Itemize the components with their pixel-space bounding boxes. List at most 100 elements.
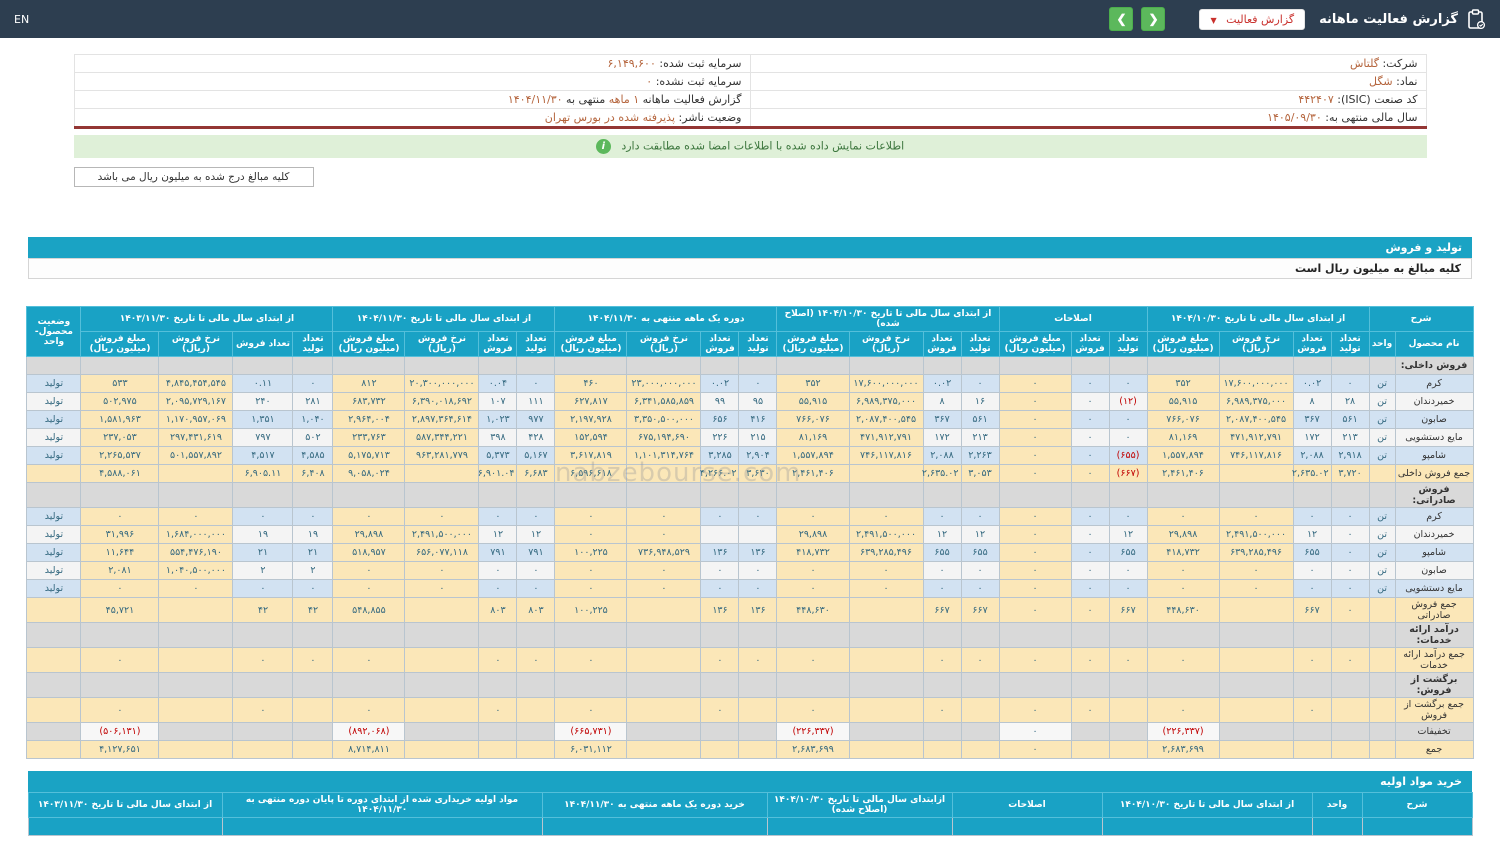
- table-cell: [1146, 482, 1220, 508]
- product-name-cell: مایع دستشویی: [1394, 579, 1474, 598]
- status-cell: تولید: [26, 507, 82, 526]
- table-cell: ۰: [158, 579, 234, 598]
- next-report-button[interactable]: ❯: [1141, 7, 1166, 31]
- column-header: مبلغ فروش (میلیون ریال): [554, 331, 628, 357]
- table-cell: ۶,۴۰۸: [292, 464, 334, 483]
- table-cell: (۶۶۵,۷۳۱): [554, 722, 628, 741]
- table-cell: ۴۵,۷۲۱: [80, 597, 160, 623]
- table-cell: [80, 356, 160, 375]
- table-cell: [738, 482, 778, 508]
- purchase-table: شرح واحد از ابتدای سال مالی تا تاریخ ۱۴۰۴/…: [27, 792, 1473, 836]
- company-info-table: شرکت: گلتاش سرمایه ثبت شده: ۶,۱۴۹,۶۰۰ نم…: [73, 54, 1427, 129]
- table-cell: [332, 622, 406, 648]
- table-cell: ۰: [478, 697, 518, 723]
- table-cell: [626, 356, 702, 375]
- unit-cell: [1368, 647, 1396, 673]
- fiscal-year-field: سال مالی منتهی به: ۱۴۰۵/۰۹/۳۰: [749, 108, 1427, 128]
- table-cell: ۰: [1146, 697, 1220, 723]
- table-row: تخفیفات (۲۲۶,۳۳۷) ۰ (۲۲۶,۳۳۷) (۶۶۵,۷۳۱) (۸۹۲,…: [26, 722, 1474, 741]
- table-cell: [738, 356, 778, 375]
- table-cell: [554, 356, 628, 375]
- table-cell: [332, 356, 406, 375]
- status-cell: تولید: [26, 446, 82, 465]
- table-cell: ۰: [1070, 697, 1110, 723]
- report-type-dropdown[interactable]: گزارش فعالیت ▼: [1199, 8, 1306, 30]
- table-cell: ۲,۰۸۷,۴۰۰,۵۴۵: [1218, 410, 1294, 429]
- table-cell: ۸,۷۱۴,۸۱۱: [332, 740, 406, 759]
- table-cell: ۰: [332, 579, 406, 598]
- table-cell: ۰: [554, 647, 628, 673]
- table-cell: ۰: [1070, 374, 1110, 393]
- table-cell: ۰: [516, 579, 556, 598]
- table-cell: [26, 356, 82, 375]
- table-cell: ۰: [1292, 697, 1332, 723]
- table-row: کرم تن ۰ ۰ ۰ ۰ ۰ ۰ ۰ ۰ ۰ ۰ ۰ ۰ ۰ ۰ ۰ ۰ ۰ ۰ ۰ ۰ ۰ ۰ ۰ تولید: [26, 507, 1474, 526]
- table-cell: ۴,۸۴۵,۴۵۴,۵۴۵: [158, 374, 234, 393]
- table-cell: [960, 672, 1000, 698]
- table-cell: ۱۷,۶۰۰,۰۰۰,۰۰۰: [1218, 374, 1294, 393]
- table-cell: ۰: [80, 507, 160, 526]
- table-cell: [700, 622, 740, 648]
- table-cell: ۶۶۷: [960, 597, 1000, 623]
- table-cell: [404, 722, 480, 741]
- table-cell: ۰: [292, 374, 334, 393]
- table-cell: ۲۹,۸۹۸: [1146, 525, 1220, 544]
- table-cell: ۱۰۷: [478, 392, 518, 411]
- table-cell: ۰: [80, 647, 160, 673]
- table-cell: [516, 356, 556, 375]
- table-cell: ۶,۶۸۳: [516, 464, 556, 483]
- table-cell: ۰: [1330, 579, 1370, 598]
- column-header: نرخ فروش (ریال): [1218, 331, 1294, 357]
- table-cell: [292, 697, 334, 723]
- table-cell: ۰: [1070, 597, 1110, 623]
- table-cell: ۱,۱۰۱,۳۱۴,۷۶۴: [626, 446, 702, 465]
- table-cell: [922, 740, 962, 759]
- table-cell: ۶,۰۳۱,۱۱۲: [554, 740, 628, 759]
- table-cell: ۰: [998, 428, 1072, 447]
- column-header: نرخ فروش (ریال): [848, 331, 924, 357]
- table-cell: [960, 740, 1000, 759]
- table-cell: ۰: [1330, 561, 1370, 580]
- prev-report-button[interactable]: ❮: [1109, 7, 1134, 31]
- column-header: نرخ فروش (ریال): [158, 331, 234, 357]
- table-row: جمع ۲,۶۸۳,۶۹۹ ۰ ۲,۶۸۳,۶۹۹ ۶,۰۳۱,۱۱۲ ۸,۷۱۴,۸۱۱…: [26, 740, 1474, 759]
- table-cell: [776, 356, 850, 375]
- isic-value: ۴۴۲۴۰۷: [1298, 93, 1334, 106]
- table-cell: ۰: [292, 647, 334, 673]
- table-cell: [292, 722, 334, 741]
- symbol-field: نماد: شگل: [749, 72, 1427, 91]
- table-cell: [848, 722, 924, 741]
- product-name-cell: خمیردندان: [1394, 392, 1474, 411]
- clipped-subheader-cell: [221, 817, 543, 836]
- column-group-header: از ابتدای سال مالی تا تاریخ ۱۴۰۴/۱۰/۳۰ (…: [776, 306, 1000, 332]
- table-cell: [1218, 697, 1294, 723]
- table-cell: ۳۹۸: [478, 428, 518, 447]
- column-header: شرح: [1361, 792, 1473, 818]
- table-cell: ۲۱۳: [960, 428, 1000, 447]
- table-cell: ۰: [626, 507, 702, 526]
- table-cell: ۰: [478, 579, 518, 598]
- table-cell: [922, 672, 962, 698]
- table-cell: ۶۶۷: [922, 597, 962, 623]
- table-cell: ۰: [232, 507, 294, 526]
- table-cell: ۰: [1070, 561, 1110, 580]
- table-cell: ۱,۰۴۰: [292, 410, 334, 429]
- table-cell: ۰: [554, 525, 628, 544]
- section-name-cell: فروش صادراتی:: [1394, 482, 1474, 508]
- column-group-header: از ابتدای سال مالی تا تاریخ ۱۴۰۴/۱۰/۳۰: [1146, 306, 1370, 332]
- table-cell: ۸۰۳: [478, 597, 518, 623]
- company-label: شرکت:: [1382, 57, 1418, 70]
- table-cell: [516, 622, 556, 648]
- table-cell: ۰: [1070, 507, 1110, 526]
- table-cell: ۴۶۰: [554, 374, 628, 393]
- product-name-cell: جمع فروش داخلی: [1394, 464, 1474, 483]
- language-toggle[interactable]: EN: [14, 12, 30, 26]
- table-row: خمیردندان تن ۰ ۱۲ ۲,۴۹۱,۵۰۰,۰۰۰ ۲۹,۸۹۸ ۱۲ ۰ ۰ ۱۲ ۱…: [26, 525, 1474, 544]
- clipped-subheader-cell: [766, 817, 953, 836]
- product-name-cell: صابون: [1394, 561, 1474, 580]
- table-cell: (۶۵۵): [1108, 446, 1148, 465]
- table-cell: [1292, 482, 1332, 508]
- info-icon: i: [595, 139, 611, 154]
- table-cell: [404, 740, 480, 759]
- table-cell: [1108, 622, 1148, 648]
